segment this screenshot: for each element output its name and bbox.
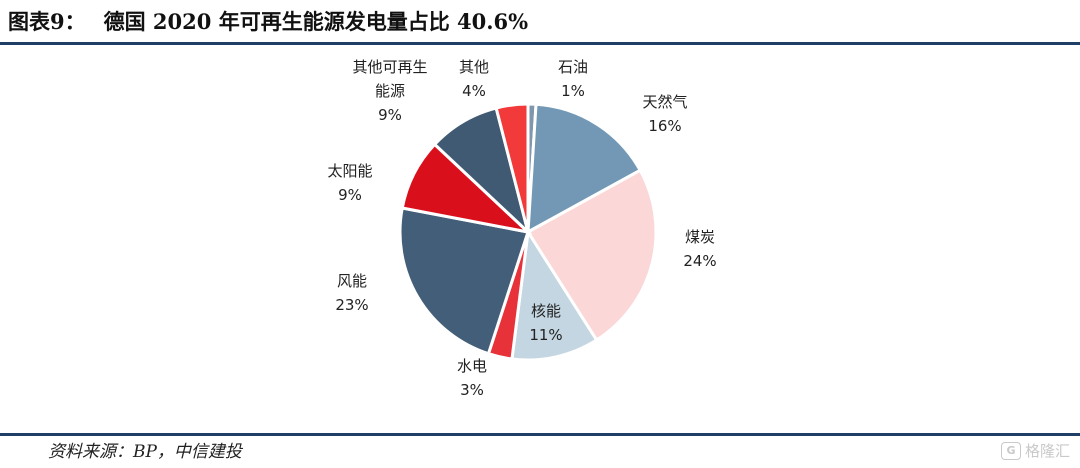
- slice-value: 3%: [460, 381, 484, 399]
- slice-name: 核能: [531, 302, 561, 320]
- slice-label: 煤炭 24%: [683, 228, 716, 270]
- slice-value: 23%: [335, 296, 368, 314]
- figure-label: 图表9：: [8, 9, 86, 34]
- slice-value: 16%: [648, 117, 681, 135]
- slice-label: 其他 4%: [459, 58, 489, 100]
- slice-label: 石油 1%: [558, 58, 588, 100]
- pie-chart: 石油 1%天然气 16%煤炭 24%核能 11%水电 3%风能 23%太阳能 9%其他可再生能…: [327, 58, 716, 399]
- slice-label: 太阳能 9%: [327, 162, 372, 204]
- slice-value: 9%: [338, 186, 362, 204]
- slice-name: 煤炭: [685, 228, 715, 246]
- slice-label: 其他可再生能源 9%: [352, 58, 427, 124]
- watermark-logo-icon: G: [1000, 441, 1021, 460]
- slice-name: 其他: [459, 58, 489, 76]
- pie-slice: [525, 168, 658, 343]
- slice-label: 核能 11%: [529, 302, 562, 344]
- slice-name: 能源: [375, 82, 405, 100]
- slice-value: 1%: [561, 82, 585, 100]
- slice-name: 其他可再生: [352, 58, 427, 76]
- slice-value: 11%: [529, 326, 562, 344]
- slice-name: 太阳能: [327, 162, 372, 180]
- pie-slice: [510, 227, 599, 362]
- slice-name: 石油: [558, 58, 588, 76]
- slice-name: 天然气: [642, 93, 687, 111]
- watermark-text: 格隆汇: [1024, 442, 1070, 460]
- slice-value: 9%: [378, 106, 402, 124]
- slice-label: 天然气 16%: [642, 93, 687, 135]
- top-rule: [0, 42, 1080, 45]
- pie-slice: [526, 102, 643, 235]
- pie-slice: [398, 206, 530, 356]
- figure-title-text: 德国 2020 年可再生能源发电量占比 40.6%: [103, 9, 529, 34]
- slice-name: 风能: [337, 272, 367, 290]
- pie-slice: [494, 102, 530, 233]
- slice-value: 24%: [683, 252, 716, 270]
- bottom-rule: [0, 433, 1080, 436]
- slice-label: 水电 3%: [457, 357, 487, 399]
- figure-title: 图表9： 德国 2020 年可再生能源发电量占比 40.6%: [8, 6, 528, 36]
- source-note: 资料来源：BP，中信建投: [48, 442, 242, 462]
- slice-value: 4%: [462, 82, 486, 100]
- watermark: G 格隆汇: [1000, 440, 1070, 461]
- slice-label: 风能 23%: [335, 272, 368, 314]
- slice-name: 水电: [457, 357, 487, 375]
